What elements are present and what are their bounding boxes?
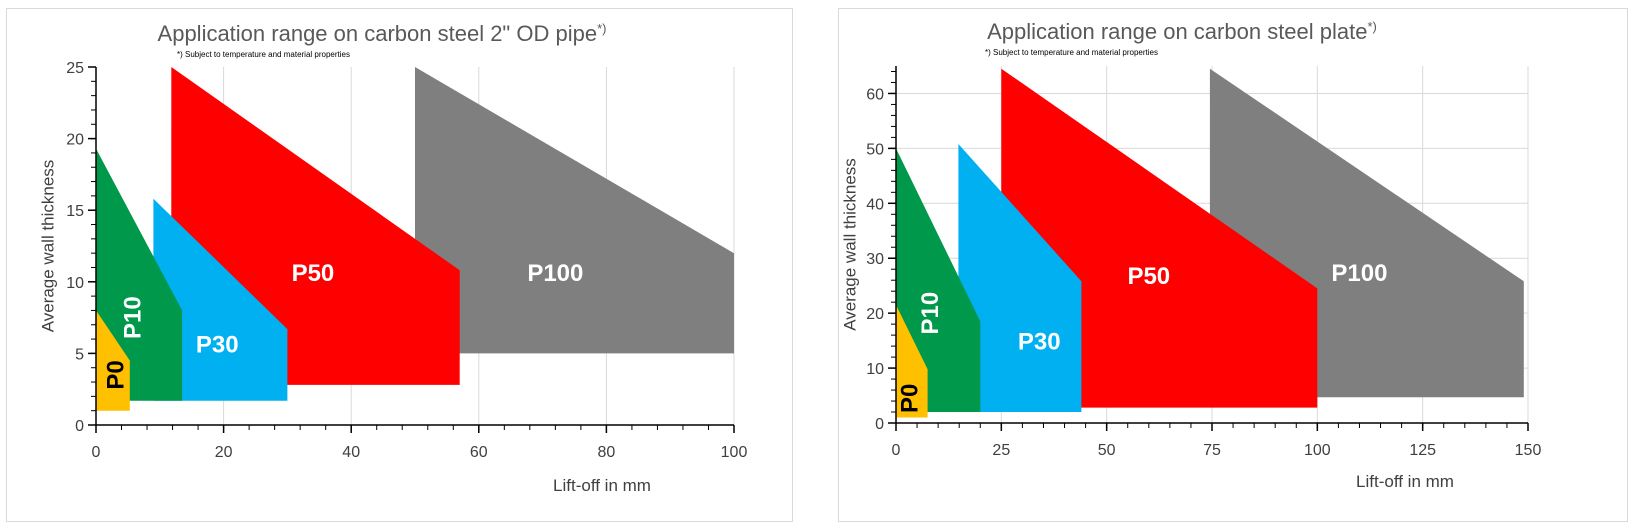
region-label-p0: P0 xyxy=(102,360,129,389)
y-tick-label: 20 xyxy=(866,306,884,323)
chart-title: Application range on carbon steel plate*… xyxy=(987,19,1377,44)
chart-note: *) Subject to temperature and material p… xyxy=(985,48,1158,57)
region-p0 xyxy=(896,304,928,418)
region-label-p100: P100 xyxy=(1331,260,1387,287)
chart-title-text: Application range on carbon steel 2" OD … xyxy=(158,21,598,46)
region-label-p50: P50 xyxy=(292,260,335,287)
region-label-p10: P10 xyxy=(917,292,944,335)
x-tick-label: 60 xyxy=(470,444,488,461)
region-label-p0: P0 xyxy=(897,384,924,413)
region-p100 xyxy=(415,67,734,354)
y-tick-label: 40 xyxy=(866,196,884,213)
chart-title-mark: *) xyxy=(1367,19,1376,34)
y-tick-label: 30 xyxy=(866,251,884,268)
region-label-p30: P30 xyxy=(196,332,239,359)
pipe-chart-panel: Application range on carbon steel 2" OD … xyxy=(6,8,793,522)
chart-title: Application range on carbon steel 2" OD … xyxy=(158,21,607,46)
region-p30 xyxy=(958,144,1082,412)
y-tick-label: 10 xyxy=(866,361,884,378)
y-tick-label: 5 xyxy=(75,346,84,363)
region-label-p50: P50 xyxy=(1127,263,1170,290)
plate-chart-panel: Application range on carbon steel plate*… xyxy=(838,8,1628,522)
x-tick-label: 20 xyxy=(215,444,233,461)
region-label-p100: P100 xyxy=(527,260,583,287)
region-label-p30: P30 xyxy=(1018,329,1061,356)
y-tick-label: 15 xyxy=(66,203,84,220)
x-tick-label: 0 xyxy=(892,442,901,459)
region-label-p10: P10 xyxy=(120,296,147,339)
y-tick-label: 60 xyxy=(866,86,884,103)
region-p30 xyxy=(153,198,288,401)
x-axis-title: Lift-off in mm xyxy=(553,476,651,495)
region-p10 xyxy=(896,148,981,412)
x-tick-label: 75 xyxy=(1203,442,1221,459)
y-tick-label: 0 xyxy=(75,418,84,435)
chart-note: *) Subject to temperature and material p… xyxy=(177,50,350,59)
y-tick-label: 20 xyxy=(66,132,84,149)
x-tick-label: 100 xyxy=(1304,442,1331,459)
region-p0 xyxy=(96,310,130,411)
y-tick-label: 10 xyxy=(66,275,84,292)
y-tick-label: 50 xyxy=(866,141,884,158)
x-tick-label: 25 xyxy=(992,442,1010,459)
chart-title-mark: *) xyxy=(597,21,606,36)
y-tick-label: 0 xyxy=(875,416,884,433)
y-axis-title: Average wall thickness xyxy=(840,158,859,331)
x-tick-label: 40 xyxy=(342,444,360,461)
x-tick-label: 80 xyxy=(598,444,616,461)
x-tick-label: 0 xyxy=(92,444,101,461)
region-p10 xyxy=(96,148,183,401)
x-tick-label: 50 xyxy=(1098,442,1116,459)
x-tick-label: 150 xyxy=(1515,442,1542,459)
x-tick-label: 125 xyxy=(1409,442,1436,459)
x-tick-label: 100 xyxy=(721,444,748,461)
y-tick-label: 25 xyxy=(66,60,84,77)
y-axis-title: Average wall thickness xyxy=(38,160,57,333)
x-axis-title: Lift-off in mm xyxy=(1356,472,1454,491)
pipe-chart: Application range on carbon steel 2" OD … xyxy=(38,21,748,495)
plate-chart: Application range on carbon steel plate*… xyxy=(840,19,1542,491)
chart-title-text: Application range on carbon steel plate xyxy=(987,19,1367,44)
